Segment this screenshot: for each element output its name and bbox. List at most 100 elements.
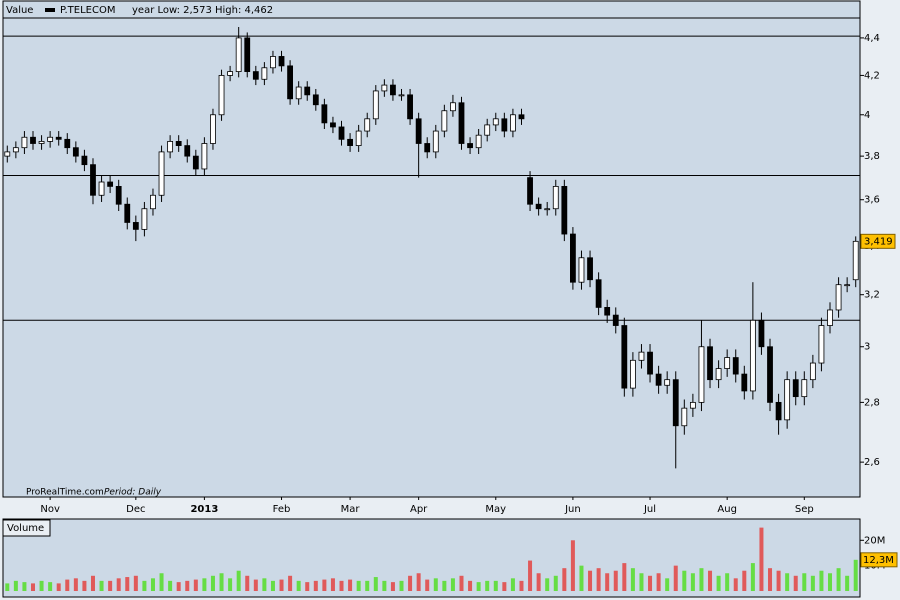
volume-bar bbox=[288, 575, 293, 591]
candle-body bbox=[792, 379, 799, 398]
volume-bar bbox=[648, 575, 653, 591]
candle-body bbox=[595, 279, 602, 308]
volume-bar bbox=[819, 570, 824, 591]
candle-body bbox=[432, 130, 439, 153]
volume-bar bbox=[56, 583, 61, 591]
candle-body bbox=[390, 84, 396, 96]
volume-bar bbox=[716, 575, 721, 591]
volume-bar bbox=[536, 573, 541, 591]
volume-bar bbox=[459, 575, 464, 591]
candle-body bbox=[424, 143, 431, 153]
volume-bar bbox=[519, 580, 524, 591]
volume-bar bbox=[382, 580, 387, 591]
volume-bar bbox=[836, 568, 841, 591]
candle-body bbox=[270, 56, 276, 69]
volume-bar bbox=[622, 563, 627, 591]
chart-title: Value bbox=[6, 5, 33, 16]
volume-bar bbox=[133, 575, 138, 591]
candle-body bbox=[570, 233, 576, 283]
candle-body bbox=[467, 143, 473, 149]
volume-bar bbox=[279, 579, 284, 591]
volume-bar bbox=[639, 573, 644, 591]
y-tick-label: 20M bbox=[864, 535, 885, 546]
candle-body bbox=[381, 84, 388, 92]
volume-bar bbox=[493, 580, 498, 591]
volume-bar bbox=[570, 540, 575, 591]
candle-body bbox=[604, 307, 611, 316]
y-tick-label: 3,8 bbox=[864, 151, 880, 162]
volume-bar bbox=[596, 568, 601, 591]
volume-bar bbox=[48, 582, 53, 591]
volume-bar bbox=[742, 570, 747, 591]
volume-bar bbox=[116, 578, 121, 591]
volume-bar bbox=[142, 580, 147, 591]
y-tick-label: 2,6 bbox=[864, 457, 880, 468]
candle-body bbox=[707, 346, 713, 381]
candle-body bbox=[4, 151, 11, 157]
candle-body bbox=[338, 126, 345, 140]
candle-body bbox=[218, 75, 225, 116]
candle-body bbox=[364, 118, 371, 132]
volume-bar bbox=[699, 568, 704, 591]
candle-body bbox=[458, 102, 465, 144]
volume-bar bbox=[245, 575, 250, 591]
candle-body bbox=[629, 359, 636, 389]
x-tick-label: Apr bbox=[410, 504, 428, 515]
volume-bar bbox=[545, 578, 550, 591]
candle-body bbox=[732, 357, 739, 375]
candle-body bbox=[527, 177, 533, 205]
volume-bar bbox=[39, 580, 44, 591]
x-tick-label: Aug bbox=[717, 504, 737, 515]
candle-body bbox=[295, 86, 302, 100]
volume-bar bbox=[90, 575, 95, 591]
candle-body bbox=[407, 94, 413, 120]
candle-body bbox=[158, 151, 165, 196]
candle-body bbox=[98, 181, 105, 196]
candle-body bbox=[372, 90, 379, 120]
candle-body bbox=[835, 284, 842, 311]
candle-body bbox=[287, 65, 293, 100]
volume-bar bbox=[399, 580, 404, 591]
candle-body bbox=[758, 319, 765, 348]
y-tick-label: 3 bbox=[864, 342, 870, 353]
volume-bar bbox=[150, 578, 155, 591]
volume-bar bbox=[510, 578, 515, 591]
subtitle: year Low: 2,573 High: 4,462 bbox=[132, 5, 273, 16]
candle-body bbox=[844, 284, 851, 287]
candle-body bbox=[201, 143, 208, 170]
volume-bar bbox=[219, 573, 224, 591]
legend-swatch bbox=[45, 8, 55, 12]
volume-panel bbox=[2, 518, 861, 598]
volume-bar bbox=[65, 579, 70, 591]
candle-body bbox=[681, 407, 688, 427]
volume-bar bbox=[810, 575, 815, 591]
candle-body bbox=[552, 185, 559, 210]
candle-body bbox=[852, 240, 859, 281]
candle-body bbox=[561, 185, 568, 235]
candle-body bbox=[475, 134, 482, 149]
candle-body bbox=[689, 401, 696, 409]
volume-bar bbox=[365, 580, 370, 591]
candle-body bbox=[347, 138, 353, 146]
volume-bar bbox=[733, 578, 738, 591]
candle-body bbox=[244, 37, 251, 72]
volume-bar bbox=[468, 580, 473, 591]
volume-bar bbox=[682, 570, 687, 591]
volume-bar bbox=[270, 580, 275, 591]
candle-body bbox=[312, 94, 319, 106]
last-volume-box bbox=[860, 552, 898, 568]
candle-body bbox=[12, 147, 19, 153]
volume-bar bbox=[528, 560, 533, 591]
volume-bar bbox=[202, 578, 207, 591]
volume-bar bbox=[82, 580, 87, 591]
candle-body bbox=[355, 130, 362, 146]
x-tick-label: Jun bbox=[564, 504, 581, 515]
header-bar bbox=[2, 0, 861, 19]
volume-bar bbox=[708, 570, 713, 591]
volume-bar bbox=[408, 575, 413, 591]
volume-bar bbox=[262, 578, 267, 591]
volume-bar bbox=[73, 578, 78, 591]
last-price-box bbox=[860, 233, 896, 249]
x-tick-label: Sep bbox=[795, 504, 814, 515]
